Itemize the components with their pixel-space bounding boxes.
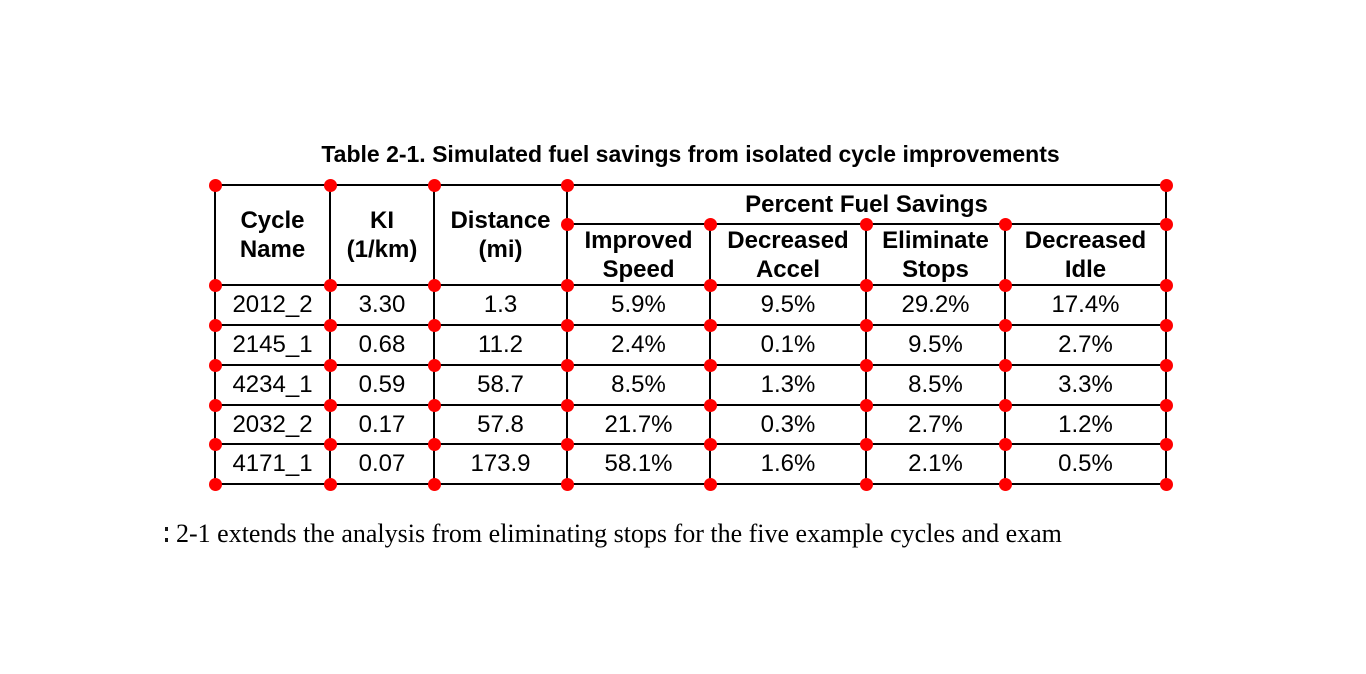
grid-line-vertical (709, 223, 711, 485)
grid-line-horizontal (214, 184, 1167, 186)
grid-line-vertical (865, 223, 867, 485)
table-cell-r3c6: 8.5% (908, 371, 963, 398)
header-ki: KI (1/km) (346, 207, 418, 263)
table-cell-r4c6: 2.7% (908, 410, 963, 438)
grid-line-horizontal (214, 324, 1167, 326)
table-cell-r2c3: 11.2 (478, 331, 523, 358)
header-decreased-accel: Decreased Accel (727, 226, 849, 283)
body-paragraph: 2-1 extends the analysis from eliminatin… (176, 519, 1062, 548)
grid-line-horizontal (214, 443, 1167, 445)
table-cell-r1c6: 29.2% (901, 291, 970, 318)
table-cell-r3c7: 3.3% (1058, 371, 1113, 398)
table-cell-r5c3: 173.9 (470, 450, 531, 477)
table-cell-r4c1: 2032_2 (232, 410, 313, 438)
table-cell-r3c3: 58.7 (477, 371, 524, 398)
table-cell-r1c2: 3.30 (358, 291, 406, 318)
table-cell-r1c3: 1.3 (483, 291, 518, 318)
table-cell-r1c1: 2012_2 (232, 291, 313, 318)
header-eliminate-stops: Eliminate Stops (882, 226, 989, 283)
grid-line-vertical (566, 184, 568, 485)
grid-line-horizontal (214, 364, 1167, 366)
header-percent-fuel-savings: Percent Fuel Savings (745, 191, 988, 218)
table-caption: Table 2-1. Simulated fuel savings from i… (321, 141, 1060, 167)
fuel-savings-table: Cycle Name KI (1/km) Distance (mi) Perce… (214, 184, 1167, 485)
table-cell-r4c5: 0.3% (760, 410, 816, 438)
grid-line-vertical (329, 184, 331, 485)
table-cell-r5c2: 0.07 (358, 450, 406, 477)
table-cell-r3c5: 1.3% (760, 371, 816, 398)
table-cell-r4c7: 1.2% (1058, 410, 1113, 438)
clipped-glyph-fragment (165, 526, 168, 543)
header-distance: Distance (mi) (450, 207, 551, 263)
table-cell-r4c2: 0.17 (358, 410, 406, 438)
table-cell-r2c4: 2.4% (611, 331, 666, 358)
table-cell-r2c2: 0.68 (358, 331, 406, 358)
table-cell-r2c6: 9.5% (908, 331, 963, 358)
table-cell-r5c1: 4171_1 (232, 450, 313, 477)
table-cell-r2c1: 2145_1 (232, 331, 313, 358)
table-cell-r1c5: 9.5% (760, 291, 816, 318)
grid-line-horizontal (214, 404, 1167, 406)
table-cell-r3c4: 8.5% (611, 371, 666, 398)
header-cycle-name: Cycle Name (239, 207, 306, 263)
table-cell-r5c6: 2.1% (908, 450, 963, 477)
grid-line-vertical (1165, 184, 1167, 485)
table-cell-r1c7: 17.4% (1051, 291, 1120, 318)
table-cell-r2c7: 2.7% (1058, 331, 1113, 358)
table-cell-r3c2: 0.59 (358, 371, 406, 398)
table-cell-r1c4: 5.9% (611, 291, 666, 318)
header-decreased-idle: Decreased Idle (1024, 226, 1147, 283)
grid-line-vertical (433, 184, 435, 485)
table-cell-r4c4: 21.7% (604, 410, 673, 438)
table-cell-r3c1: 4234_1 (232, 371, 313, 398)
grid-line-vertical (1004, 223, 1006, 485)
table-cell-r5c5: 1.6% (760, 450, 816, 477)
table-cell-r5c4: 58.1% (604, 450, 673, 477)
grid-line-horizontal (566, 223, 1167, 225)
header-improved-speed: Improved Speed (584, 226, 693, 283)
table-cell-r4c3: 57.8 (477, 410, 524, 438)
table-cell-r2c5: 0.1% (760, 331, 816, 358)
table-cell-r5c7: 0.5% (1058, 450, 1113, 477)
grid-line-horizontal (214, 483, 1167, 485)
grid-line-horizontal (214, 284, 1167, 286)
grid-line-vertical (214, 184, 216, 485)
